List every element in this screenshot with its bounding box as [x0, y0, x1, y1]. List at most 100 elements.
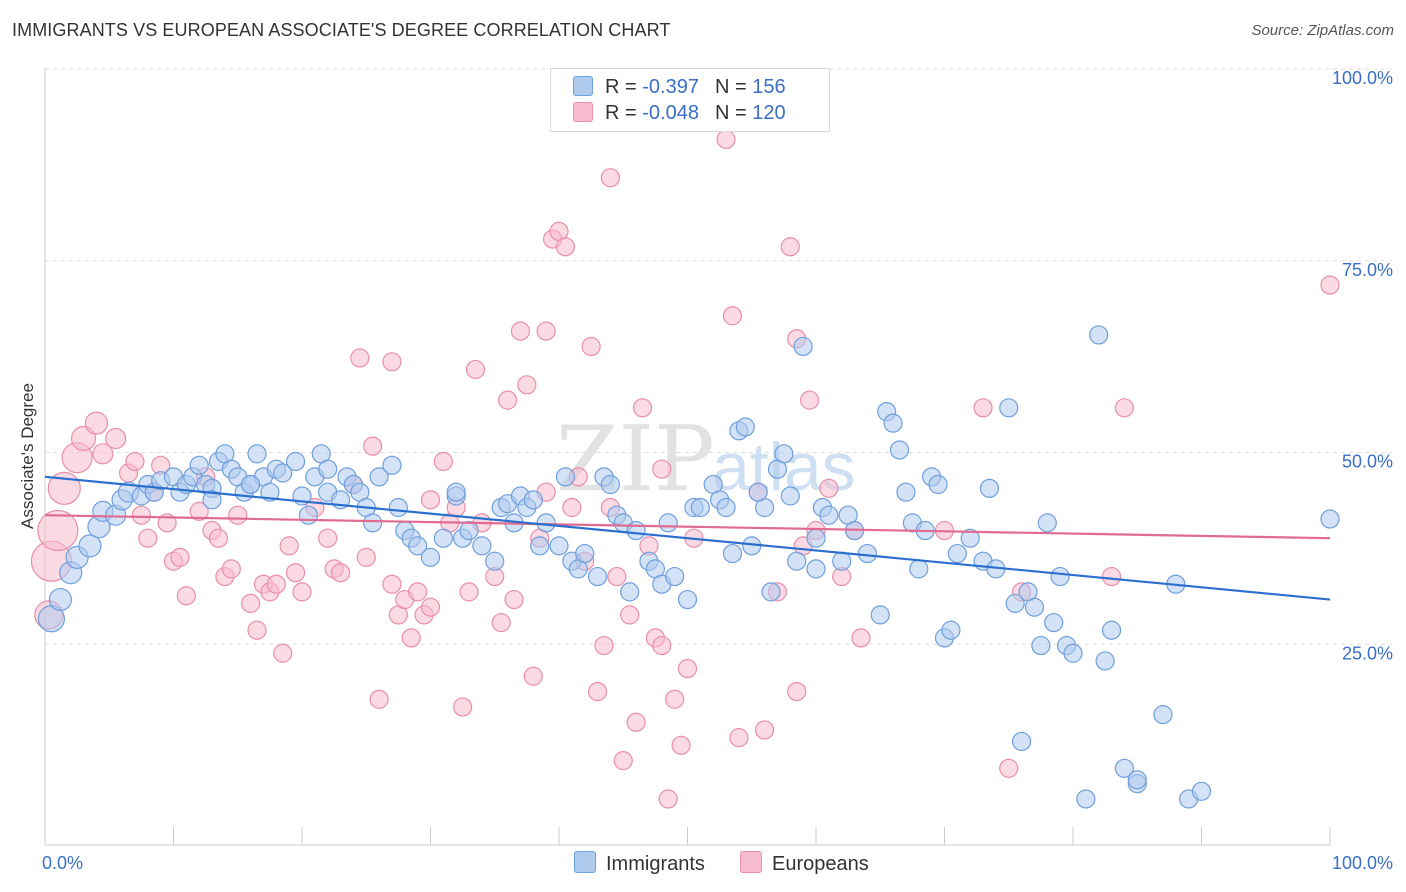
immigrants-trend-line — [44, 475, 1331, 601]
europeans-point — [819, 478, 839, 498]
immigrants-point — [896, 482, 916, 502]
europeans-point — [652, 635, 672, 656]
europeans-point — [84, 411, 109, 435]
immigrants-point — [530, 536, 550, 556]
europeans-point — [208, 528, 229, 548]
immigrants-point — [928, 474, 948, 495]
immigrants-point — [1037, 513, 1057, 533]
immigrants-point — [626, 520, 646, 541]
europeans-point — [453, 697, 473, 717]
immigrants-point — [1153, 705, 1173, 725]
immigrants-point — [189, 455, 209, 475]
immigrants-point — [1044, 612, 1064, 633]
europeans-point — [105, 427, 127, 450]
immigrants-point — [78, 534, 102, 558]
europeans-swatch — [740, 851, 762, 873]
europeans-point — [716, 129, 736, 149]
immigrants-point — [363, 513, 383, 533]
europeans-point — [465, 359, 486, 380]
europeans-point — [562, 497, 582, 518]
immigrants-point — [600, 474, 621, 495]
europeans-point — [498, 390, 518, 410]
europeans-point — [555, 237, 576, 257]
immigrants-point — [446, 482, 466, 502]
legend-n-label: N = — [714, 102, 753, 124]
immigrants-point — [523, 490, 543, 510]
europeans-point — [658, 789, 678, 809]
immigrants-point — [620, 582, 640, 602]
europeans-point — [1320, 275, 1340, 295]
europeans-point — [999, 758, 1019, 778]
legend-r-value: -0.397 — [642, 76, 699, 98]
immigrants-swatch — [574, 851, 596, 873]
immigrants-point — [787, 551, 807, 571]
immigrants-point — [273, 463, 293, 483]
immigrants-point — [587, 566, 608, 587]
immigrants-point — [716, 497, 736, 518]
legend-r-label: R = — [605, 102, 643, 124]
tick-labels: 25.0% 50.0% 75.0% 100.0% 0.0% 100.0% — [42, 68, 1393, 873]
y-tick-label: 100.0% — [1332, 68, 1393, 88]
immigrants-point — [260, 482, 280, 502]
europeans-point — [189, 501, 209, 521]
immigrants-point — [1063, 643, 1083, 663]
europeans-point — [459, 582, 479, 602]
bottom-legend-europeans: Europeans — [740, 851, 869, 876]
immigrants-point — [806, 559, 826, 579]
immigrants-point — [408, 536, 428, 556]
europeans-point — [523, 666, 543, 686]
europeans-point — [652, 459, 672, 479]
immigrants-point — [658, 513, 678, 533]
immigrants-point — [1031, 635, 1051, 656]
immigrants-point — [999, 398, 1019, 418]
europeans-point — [510, 321, 531, 341]
europeans-point — [1114, 398, 1135, 418]
legend-row-europeans: R = -0.048 N = 120 — [573, 102, 786, 128]
immigrants-point — [1050, 566, 1070, 587]
immigrants-point — [889, 440, 910, 460]
europeans-point — [138, 528, 158, 548]
immigrants-point — [780, 486, 800, 506]
europeans-point — [780, 237, 800, 257]
europeans-point — [600, 168, 621, 188]
watermark: ZIP atlas — [556, 407, 856, 512]
europeans-point — [330, 563, 351, 583]
y-tick-label: 25.0% — [1342, 643, 1393, 663]
europeans-point — [125, 451, 145, 472]
europeans-point — [420, 490, 441, 510]
europeans-point — [504, 589, 524, 610]
immigrants-point — [1095, 651, 1115, 671]
immigrants-point — [761, 582, 781, 602]
immigrants-point — [690, 497, 710, 518]
europeans-point — [1101, 566, 1122, 587]
europeans-point — [221, 559, 241, 579]
immigrants-point — [1089, 325, 1109, 345]
immigrants-point — [960, 528, 980, 548]
europeans-point — [671, 735, 691, 755]
europeans-point — [131, 505, 151, 525]
europeans-point — [247, 620, 267, 640]
immigrants-point — [941, 620, 961, 640]
europeans-point — [37, 509, 79, 552]
europeans-point — [973, 398, 993, 418]
immigrants-point — [433, 528, 453, 548]
europeans-swatch — [573, 102, 593, 122]
europeans-point — [363, 436, 383, 456]
immigrants-point — [819, 505, 839, 525]
immigrants-point — [420, 547, 441, 567]
europeans-point — [581, 336, 601, 357]
axes — [44, 68, 1331, 846]
immigrants-point — [369, 467, 389, 487]
europeans-point — [594, 635, 614, 656]
series-europeans — [30, 129, 1340, 809]
immigrants-point — [1114, 758, 1135, 778]
immigrants-point — [459, 520, 479, 541]
europeans-point — [279, 536, 299, 556]
immigrants-point — [388, 497, 408, 518]
europeans-point — [382, 352, 402, 372]
immigrants-point — [247, 444, 267, 464]
x-tick-label: 100.0% — [1332, 853, 1393, 873]
bottom-legend-immigrants: Immigrants — [574, 851, 705, 876]
immigrants-point — [979, 478, 1000, 498]
